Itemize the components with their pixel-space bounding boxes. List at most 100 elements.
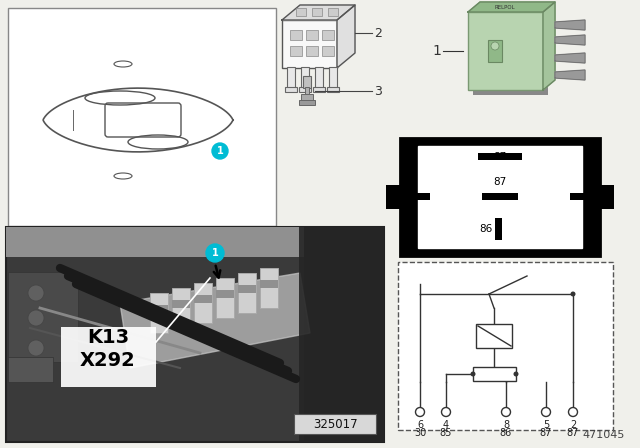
Bar bbox=[398, 262, 613, 430]
Polygon shape bbox=[555, 70, 585, 80]
Polygon shape bbox=[120, 273, 310, 368]
Polygon shape bbox=[555, 53, 585, 63]
Bar bbox=[216, 278, 234, 318]
Bar bbox=[303, 76, 311, 88]
Text: 87: 87 bbox=[493, 152, 507, 162]
Circle shape bbox=[212, 143, 228, 159]
Circle shape bbox=[513, 371, 518, 376]
Bar bbox=[238, 285, 256, 293]
Bar bbox=[305, 87, 309, 95]
Bar bbox=[495, 218, 502, 240]
Bar bbox=[238, 273, 256, 313]
Bar bbox=[304, 227, 384, 442]
Bar bbox=[216, 290, 234, 298]
Text: 4: 4 bbox=[443, 420, 449, 430]
Text: 1: 1 bbox=[216, 146, 223, 156]
Bar bbox=[386, 185, 402, 209]
Bar bbox=[8, 272, 78, 362]
Text: 85: 85 bbox=[584, 177, 597, 187]
Circle shape bbox=[442, 408, 451, 417]
Circle shape bbox=[28, 340, 44, 356]
Circle shape bbox=[570, 292, 575, 297]
Bar bbox=[301, 94, 313, 101]
Text: 5: 5 bbox=[543, 420, 549, 430]
Bar bbox=[299, 100, 315, 105]
Text: 30: 30 bbox=[402, 177, 415, 187]
Circle shape bbox=[568, 408, 577, 417]
Bar bbox=[468, 12, 543, 90]
Bar bbox=[418, 146, 582, 248]
Text: 30: 30 bbox=[414, 428, 426, 438]
Bar bbox=[150, 293, 168, 333]
Text: 8: 8 bbox=[503, 420, 509, 430]
Bar bbox=[400, 138, 600, 256]
Bar bbox=[172, 288, 190, 328]
Bar bbox=[6, 227, 384, 257]
Bar bbox=[478, 153, 522, 160]
Circle shape bbox=[541, 408, 550, 417]
Circle shape bbox=[415, 408, 424, 417]
Bar bbox=[290, 30, 302, 40]
Bar bbox=[400, 193, 430, 200]
Text: 6: 6 bbox=[417, 420, 423, 430]
Bar bbox=[294, 414, 376, 434]
Circle shape bbox=[206, 244, 224, 262]
Bar bbox=[322, 46, 334, 56]
Polygon shape bbox=[468, 2, 555, 12]
Text: 471045: 471045 bbox=[582, 430, 625, 440]
Polygon shape bbox=[282, 5, 355, 20]
Bar bbox=[312, 8, 322, 16]
Text: 325017: 325017 bbox=[313, 418, 357, 431]
Text: 1: 1 bbox=[432, 44, 441, 58]
Text: K13
X292: K13 X292 bbox=[80, 328, 136, 370]
Polygon shape bbox=[543, 2, 555, 90]
Bar bbox=[473, 367, 516, 381]
Bar bbox=[299, 87, 311, 92]
Bar bbox=[306, 46, 318, 56]
Bar bbox=[313, 87, 325, 92]
Text: 86: 86 bbox=[480, 224, 493, 234]
Circle shape bbox=[491, 42, 499, 50]
Bar bbox=[301, 67, 309, 88]
Bar bbox=[285, 87, 297, 92]
Text: 87: 87 bbox=[493, 177, 507, 187]
Bar bbox=[260, 280, 278, 288]
Bar bbox=[150, 305, 168, 313]
Bar bbox=[172, 300, 190, 308]
Bar bbox=[296, 8, 306, 16]
Bar bbox=[598, 185, 614, 209]
Bar bbox=[328, 8, 338, 16]
Bar bbox=[194, 283, 212, 323]
Polygon shape bbox=[337, 5, 355, 68]
Circle shape bbox=[28, 310, 44, 326]
Polygon shape bbox=[555, 20, 585, 30]
Polygon shape bbox=[555, 35, 585, 45]
Text: 2: 2 bbox=[570, 420, 576, 430]
Text: 87: 87 bbox=[567, 428, 579, 438]
Bar bbox=[61, 327, 156, 387]
Bar bbox=[8, 357, 53, 382]
Bar bbox=[488, 40, 502, 62]
Bar bbox=[322, 30, 334, 40]
Bar bbox=[473, 17, 548, 95]
Bar bbox=[6, 227, 384, 442]
Bar bbox=[570, 193, 600, 200]
Bar bbox=[290, 46, 302, 56]
Bar bbox=[476, 324, 512, 348]
Circle shape bbox=[28, 285, 44, 301]
Bar bbox=[482, 193, 518, 200]
Bar bbox=[282, 20, 337, 68]
Bar bbox=[287, 67, 295, 88]
Circle shape bbox=[502, 408, 511, 417]
Text: 87: 87 bbox=[540, 428, 552, 438]
Bar bbox=[327, 87, 339, 92]
Text: 86: 86 bbox=[500, 428, 512, 438]
Bar bbox=[315, 67, 323, 88]
Bar bbox=[194, 295, 212, 303]
Bar bbox=[329, 67, 337, 88]
Bar bbox=[260, 268, 278, 308]
Text: 3: 3 bbox=[374, 85, 382, 98]
Text: 1: 1 bbox=[212, 248, 218, 258]
Text: 2: 2 bbox=[374, 26, 382, 39]
Bar bbox=[306, 30, 318, 40]
